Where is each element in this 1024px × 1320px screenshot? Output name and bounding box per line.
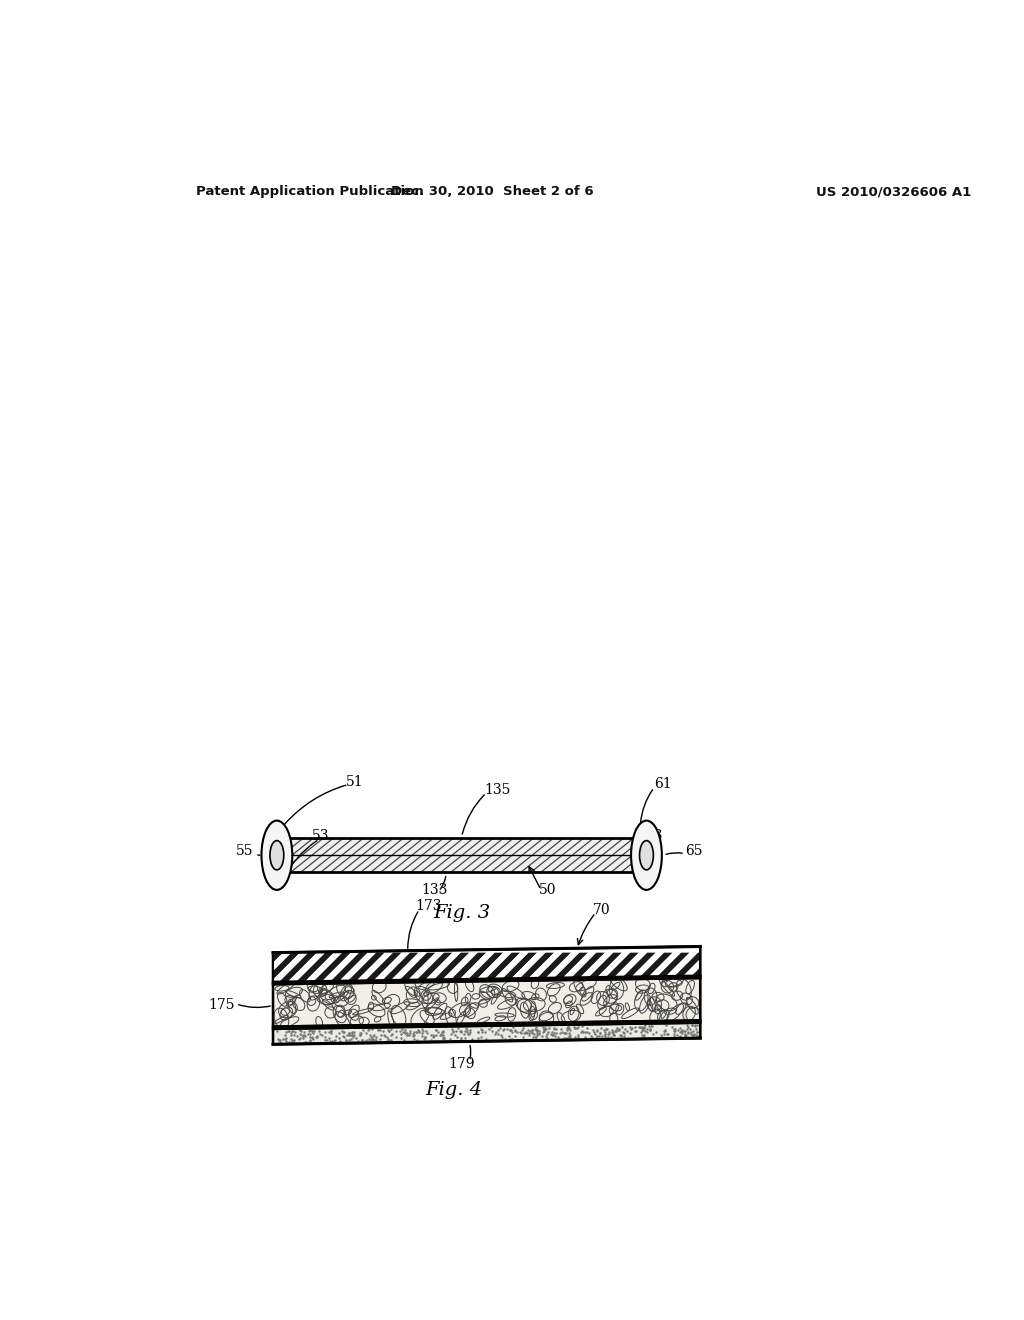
Polygon shape <box>482 953 520 982</box>
Polygon shape <box>457 953 495 982</box>
Polygon shape <box>500 953 538 982</box>
Text: US 2010/0326606 A1: US 2010/0326606 A1 <box>816 185 971 198</box>
Text: 50: 50 <box>539 883 556 896</box>
Polygon shape <box>397 953 435 982</box>
Polygon shape <box>490 953 528 982</box>
Polygon shape <box>304 953 342 982</box>
Polygon shape <box>415 953 453 982</box>
Polygon shape <box>330 953 368 982</box>
Text: 61: 61 <box>654 777 672 792</box>
Text: Dec. 30, 2010  Sheet 2 of 6: Dec. 30, 2010 Sheet 2 of 6 <box>391 185 594 198</box>
Polygon shape <box>711 953 749 982</box>
Polygon shape <box>466 953 503 982</box>
Polygon shape <box>660 953 698 982</box>
Polygon shape <box>262 953 300 982</box>
Polygon shape <box>280 953 316 982</box>
Polygon shape <box>373 953 410 982</box>
Polygon shape <box>627 953 665 982</box>
Text: 173: 173 <box>416 899 442 913</box>
Polygon shape <box>339 953 376 982</box>
Text: 135: 135 <box>484 783 511 797</box>
Text: 70: 70 <box>593 903 610 917</box>
Polygon shape <box>508 953 546 982</box>
Polygon shape <box>273 1023 700 1044</box>
Text: Fig. 4: Fig. 4 <box>425 1081 482 1100</box>
Polygon shape <box>423 953 461 982</box>
FancyBboxPatch shape <box>276 838 646 873</box>
Polygon shape <box>677 953 715 982</box>
Polygon shape <box>364 953 401 982</box>
Text: 51: 51 <box>346 775 364 789</box>
Polygon shape <box>524 953 562 982</box>
Polygon shape <box>643 953 681 982</box>
Text: 55: 55 <box>237 845 254 858</box>
Polygon shape <box>534 953 571 982</box>
Polygon shape <box>669 953 707 982</box>
Polygon shape <box>617 953 655 982</box>
Text: 179: 179 <box>449 1056 475 1071</box>
Polygon shape <box>584 953 622 982</box>
Polygon shape <box>652 953 689 982</box>
Polygon shape <box>254 953 292 982</box>
Polygon shape <box>296 953 334 982</box>
Ellipse shape <box>640 841 653 870</box>
Polygon shape <box>449 953 486 982</box>
Text: 133: 133 <box>422 883 447 896</box>
Polygon shape <box>702 953 740 982</box>
Polygon shape <box>559 953 596 982</box>
Ellipse shape <box>270 841 284 870</box>
Text: 63: 63 <box>645 829 663 843</box>
Polygon shape <box>516 953 554 982</box>
Polygon shape <box>211 953 249 982</box>
Polygon shape <box>237 953 274 982</box>
Polygon shape <box>432 953 469 982</box>
Polygon shape <box>228 953 266 982</box>
Polygon shape <box>575 953 613 982</box>
Polygon shape <box>609 953 647 982</box>
Polygon shape <box>474 953 512 982</box>
Polygon shape <box>694 953 732 982</box>
Polygon shape <box>273 978 700 1027</box>
Text: Fig. 3: Fig. 3 <box>433 904 490 921</box>
Polygon shape <box>381 953 419 982</box>
Text: 65: 65 <box>685 845 702 858</box>
Polygon shape <box>601 953 639 982</box>
Polygon shape <box>220 953 258 982</box>
Polygon shape <box>313 953 351 982</box>
Polygon shape <box>288 953 326 982</box>
Polygon shape <box>389 953 427 982</box>
Text: 53: 53 <box>311 829 329 843</box>
Ellipse shape <box>261 821 292 890</box>
Ellipse shape <box>631 821 662 890</box>
Polygon shape <box>567 953 605 982</box>
Text: Patent Application Publication: Patent Application Publication <box>196 185 424 198</box>
Polygon shape <box>270 953 308 982</box>
Polygon shape <box>686 953 724 982</box>
Polygon shape <box>550 953 588 982</box>
Polygon shape <box>407 953 444 982</box>
Polygon shape <box>542 953 580 982</box>
Polygon shape <box>593 953 631 982</box>
Polygon shape <box>440 953 478 982</box>
Polygon shape <box>246 953 283 982</box>
Polygon shape <box>347 953 385 982</box>
Text: 175: 175 <box>208 998 234 1012</box>
Polygon shape <box>355 953 393 982</box>
Polygon shape <box>322 953 359 982</box>
Polygon shape <box>635 953 673 982</box>
Polygon shape <box>273 946 700 982</box>
